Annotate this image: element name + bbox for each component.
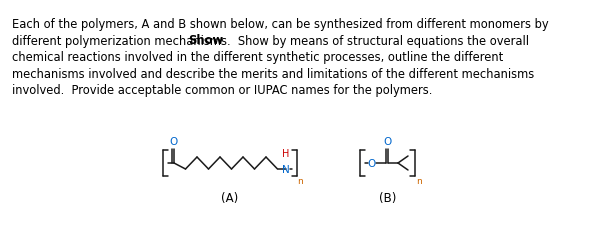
Text: H: H — [282, 149, 289, 159]
Text: n: n — [298, 177, 303, 186]
Text: chemical reactions involved in the different synthetic processes, outline the di: chemical reactions involved in the diffe… — [12, 51, 503, 64]
Text: N: N — [281, 165, 289, 175]
Text: n: n — [416, 177, 422, 186]
Text: O: O — [368, 159, 376, 169]
Text: involved.  Provide acceptable common or IUPAC names for the polymers.: involved. Provide acceptable common or I… — [12, 84, 433, 97]
Text: Show: Show — [189, 34, 224, 48]
Text: Each of the polymers, A and B shown below, can be synthesized from different mon: Each of the polymers, A and B shown belo… — [12, 18, 549, 31]
Text: O: O — [383, 137, 391, 147]
Text: (A): (A) — [221, 192, 239, 205]
Text: O: O — [169, 137, 177, 147]
Text: different polymerization mechanisms.  Show by means of structural equations the : different polymerization mechanisms. Sho… — [12, 34, 529, 48]
Text: mechanisms involved and describe the merits and limitations of the different mec: mechanisms involved and describe the mer… — [12, 67, 534, 80]
Text: (B): (B) — [379, 192, 396, 205]
